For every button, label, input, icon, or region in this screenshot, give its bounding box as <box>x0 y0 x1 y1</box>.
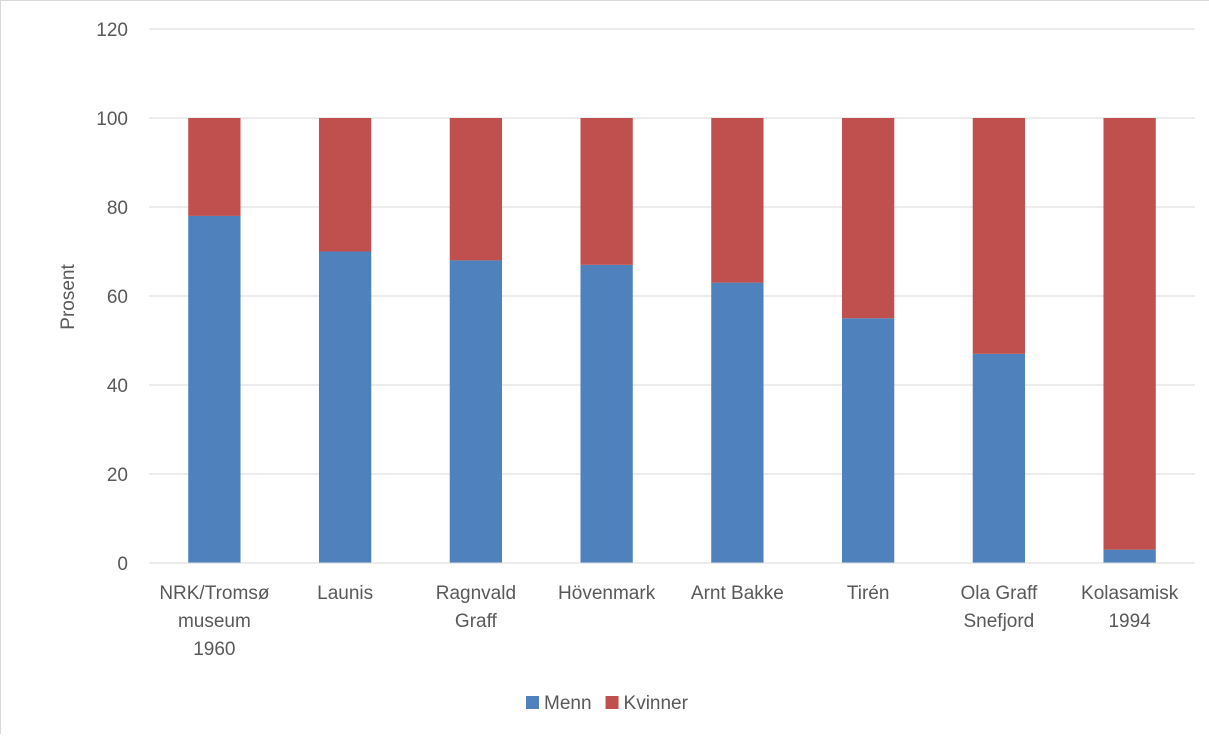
y-tick-label: 0 <box>117 554 128 575</box>
x-tick-label-line: 1960 <box>193 639 235 660</box>
x-tick-label: Ola Graff Snefjord <box>961 583 1038 632</box>
bar-menn-6 <box>972 353 1026 563</box>
bar-kvinner-0 <box>188 118 241 216</box>
bar-menn-3 <box>580 264 633 563</box>
y-tick-label: 120 <box>96 20 128 41</box>
bar-menn-1 <box>318 251 372 563</box>
x-tick-label-line: museum <box>178 611 251 632</box>
bar-kvinner-5 <box>841 118 895 319</box>
x-tick-label-line: Tirén <box>847 583 890 604</box>
bar-kvinner-1 <box>318 118 372 252</box>
bar-menn-2 <box>449 260 503 563</box>
x-tick-label-line: Arnt Bakke <box>691 583 784 604</box>
x-tick-label-line: NRK/Tromsø <box>159 583 270 604</box>
bar-menn-4 <box>711 282 764 563</box>
x-tick-label-line: Graff <box>455 611 498 632</box>
y-tick-label: 80 <box>107 198 128 219</box>
x-tick-label-line: Ragnvald <box>436 583 516 604</box>
bar-kvinner-6 <box>972 118 1026 354</box>
bar-kvinner-2 <box>449 118 503 261</box>
x-tick-label: Launis <box>317 583 373 604</box>
x-tick-label: NRK/Tromsø museum 1960 <box>159 583 270 660</box>
legend: Menn Kvinner <box>526 693 689 714</box>
y-tick-label: 100 <box>96 109 128 130</box>
bar-kvinner-3 <box>580 118 633 265</box>
bar-menn-0 <box>188 215 241 563</box>
y-axis-ticks: 0 20 40 60 80 100 120 <box>96 20 128 575</box>
legend-label-kvinner: Kvinner <box>624 693 689 714</box>
x-tick-label-line: Ola Graff <box>961 583 1038 604</box>
y-tick-label: 40 <box>107 376 128 397</box>
y-tick-label: 60 <box>107 287 128 308</box>
x-axis-ticks: NRK/Tromsø museum 1960 Launis Ragnvald Graff H… <box>159 583 1178 660</box>
bar-kvinner-4 <box>711 118 764 283</box>
x-tick-label-line: Snefjord <box>963 611 1034 632</box>
x-tick-label-line: Launis <box>317 583 373 604</box>
y-axis-label: Prosent <box>58 264 79 330</box>
gridlines <box>149 28 1195 475</box>
x-tick-label: Ragnvald Graff <box>436 583 516 632</box>
legend-label-menn: Menn <box>544 693 592 714</box>
x-tick-label-line: Kolasamisk <box>1081 583 1179 604</box>
x-tick-label: Kolasamisk 1994 <box>1081 583 1179 632</box>
x-tick-label-line: 1994 <box>1108 611 1151 632</box>
legend-swatch-kvinner <box>605 696 619 709</box>
legend-swatch-menn <box>526 696 539 709</box>
x-tick-label: Arnt Bakke <box>691 583 784 604</box>
x-tick-label: Tirén <box>847 583 890 604</box>
bar-menn-7 <box>1103 549 1156 563</box>
x-tick-label-line: Hövenmark <box>558 583 656 604</box>
y-tick-label: 20 <box>107 465 128 486</box>
bar-menn-5 <box>841 318 895 563</box>
bar-kvinner-7 <box>1103 118 1156 550</box>
bars <box>188 118 1156 563</box>
x-tick-label: Hövenmark <box>558 583 656 604</box>
